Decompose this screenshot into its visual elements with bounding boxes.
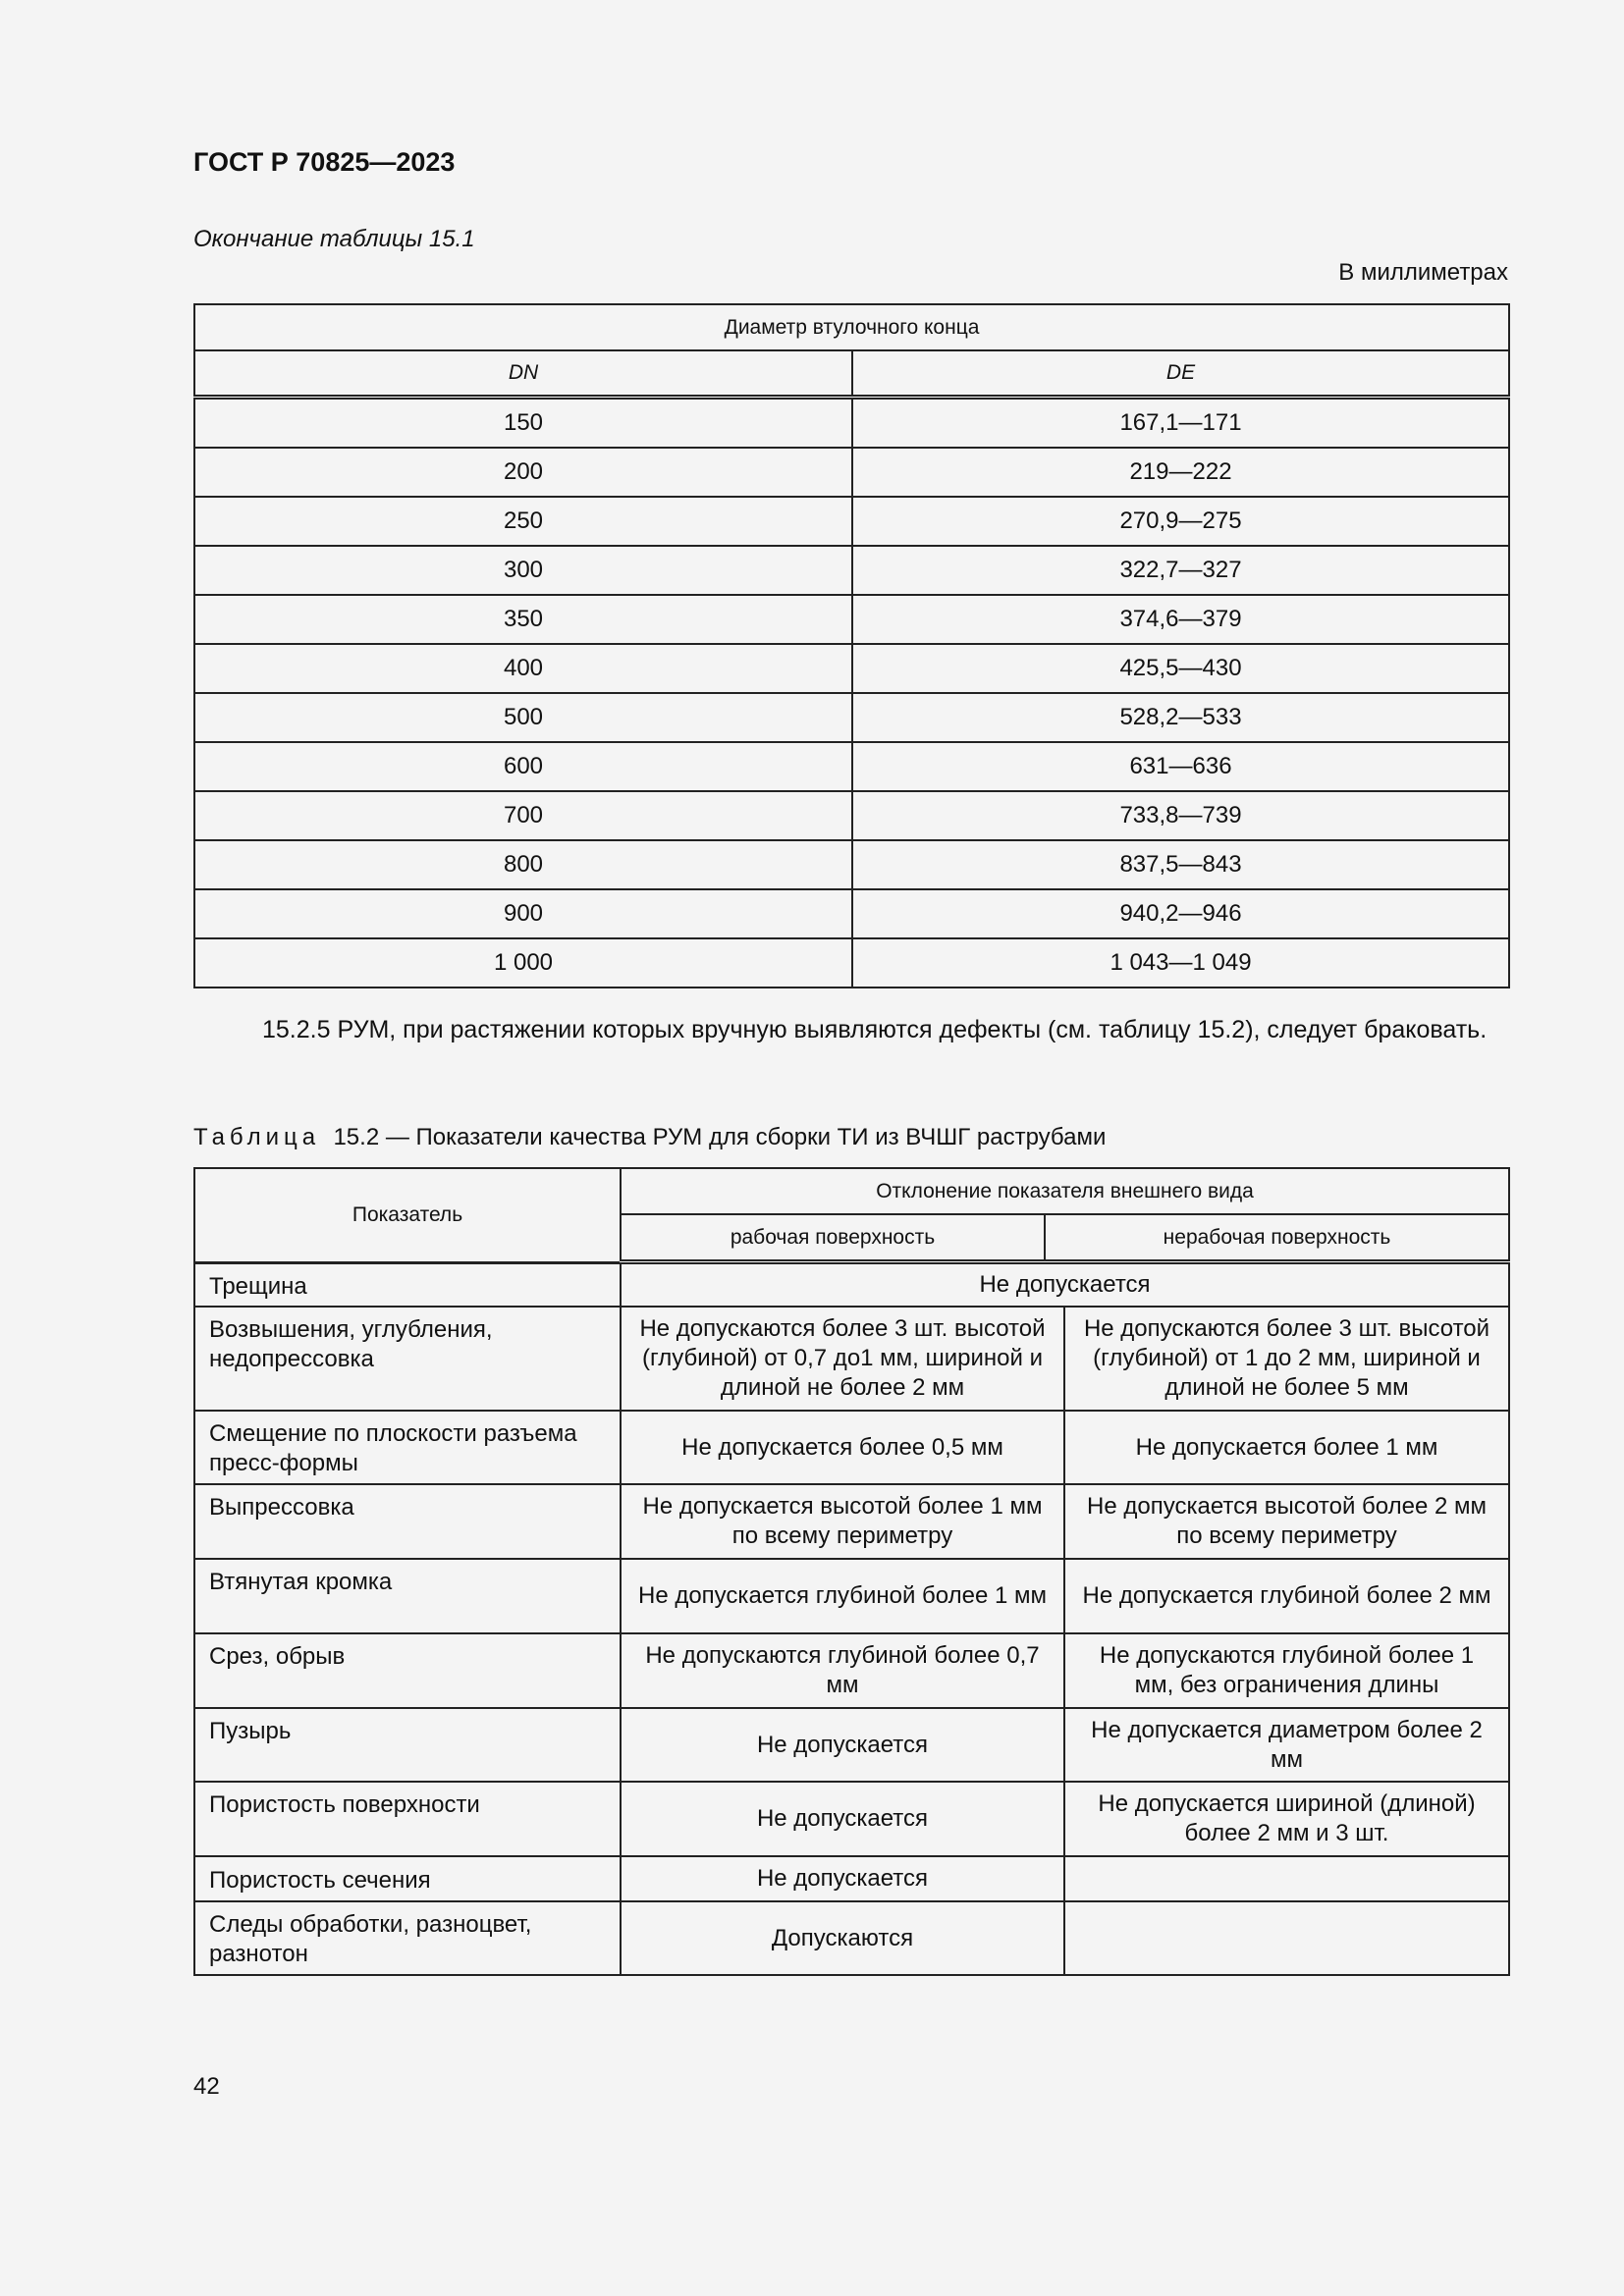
dn-cell: 350 [193,594,853,645]
working-surface-cell: Не допускаются более 3 шт. высотой (глуб… [620,1306,1065,1412]
table-row: 800 837,5—843 [193,839,1511,890]
column-header-indicator: Показатель [193,1167,622,1263]
table-row: 500 528,2—533 [193,692,1511,743]
table-row: Выпрессовка Не допускается высотой более … [193,1483,1511,1560]
dn-cell: 900 [193,888,853,939]
de-cell: 733,8—739 [850,790,1511,841]
table-caption: Таблица 15.2 — Показатели качества РУМ д… [193,1124,1106,1151]
dn-cell: 500 [193,692,853,743]
merged-value-cell: Не допускается [619,1262,1511,1308]
nonworking-surface-cell [1062,1900,1511,1976]
dn-cell: 250 [193,496,853,547]
table-row: Втянутая кромка Не допускается глубиной б… [193,1558,1511,1634]
de-cell: 631—636 [850,741,1511,792]
de-cell: 219—222 [850,447,1511,498]
dn-cell: 400 [193,643,853,694]
nonworking-surface-cell: Не допускается высотой более 2 мм по все… [1062,1483,1511,1560]
table-row: Возвышения, углубления, недопрессовка Не … [193,1306,1511,1412]
dn-cell: 600 [193,741,853,792]
indicator-cell: Следы обработки, разноцвет, разнотон [193,1900,622,1976]
indicator-cell: Втянутая кромка [193,1558,622,1634]
working-surface-cell: Не допускается более 0,5 мм [620,1410,1065,1485]
indicator-cell: Трещина [193,1262,622,1308]
working-surface-cell: Не допускается глубиной более 1 мм [620,1558,1065,1634]
table-row: Пористость поверхности Не допускается Не д… [193,1781,1511,1857]
working-surface-cell: Не допускается [620,1707,1065,1783]
table-row: 600 631—636 [193,741,1511,792]
dn-cell: 300 [193,545,853,596]
document-header: ГОСТ Р 70825—2023 [193,147,456,177]
column-header-working: рабочая поверхность [620,1213,1046,1264]
working-surface-cell: Не допускаются глубиной более 0,7 мм [620,1632,1065,1709]
indicator-cell: Пористость поверхности [193,1781,622,1857]
page-number: 42 [193,2073,220,2100]
indicator-cell: Выпрессовка [193,1483,622,1560]
column-group-header: Отклонение показателя внешнего вида [620,1167,1510,1215]
table-row: 150 167,1—171 [193,396,1511,449]
nonworking-surface-cell [1062,1855,1511,1902]
de-cell: 837,5—843 [850,839,1511,890]
table-row: Трещина Не допускается [193,1262,1511,1308]
de-cell: 1 043—1 049 [850,937,1511,988]
nonworking-surface-cell: Не допускается более 1 мм [1062,1410,1511,1485]
dn-cell: 150 [193,396,853,449]
column-header-nonworking: нерабочая поверхность [1044,1213,1510,1264]
de-cell: 425,5—430 [850,643,1511,694]
diameter-table: Диаметр втулочного конца DN DE 150 167,1—… [192,303,1511,988]
table-row: Смещение по плоскости разъема пресс-форм… [193,1410,1511,1485]
indicator-cell: Возвышения, углубления, недопрессовка [193,1306,622,1412]
nonworking-surface-cell: Не допускаются глубиной более 1 мм, без … [1062,1632,1511,1709]
caption-prefix: Таблица [193,1124,321,1150]
table-row: 200 219—222 [193,447,1511,498]
de-cell: 167,1—171 [850,396,1511,449]
caption-text: 15.2 — Показатели качества РУМ для сборк… [333,1124,1107,1150]
table-row: 900 940,2—946 [193,888,1511,939]
indicator-cell: Пузырь [193,1707,622,1783]
quality-table-header: Показатель Отклонение показателя внешнег… [193,1167,1510,1264]
table-row: 700 733,8—739 [193,790,1511,841]
indicator-cell: Срез, обрыв [193,1632,622,1709]
de-cell: 940,2—946 [850,888,1511,939]
indicator-cell: Смещение по плоскости разъема пресс-форм… [193,1410,622,1485]
quality-table: Трещина Не допускается Возвышения, углубле… [193,1262,1511,1976]
table-row: 400 425,5—430 [193,643,1511,694]
working-surface-cell: Допускаются [620,1900,1065,1976]
dn-cell: 1 000 [193,937,853,988]
nonworking-surface-cell: Не допускается диаметром более 2 мм [1062,1707,1511,1783]
column-header-de: DE [850,349,1511,400]
indicator-cell: Пористость сечения [193,1855,622,1902]
nonworking-surface-cell: Не допускается глубиной более 2 мм [1062,1558,1511,1634]
de-cell: 374,6—379 [850,594,1511,645]
table-row: 350 374,6—379 [193,594,1511,645]
paragraph-15-2-5: 15.2.5 РУМ, при растяжении которых вручн… [262,1016,1488,1043]
de-cell: 528,2—533 [850,692,1511,743]
table-row: 300 322,7—327 [193,545,1511,596]
units-label: В миллиметрах [1338,259,1508,286]
working-surface-cell: Не допускается высотой более 1 мм по все… [620,1483,1065,1560]
table-row: Следы обработки, разноцвет, разнотон Допу… [193,1900,1511,1976]
table-row: 1 000 1 043—1 049 [193,937,1511,988]
table-continuation-label: Окончание таблицы 15.1 [193,226,475,252]
working-surface-cell: Не допускается [620,1781,1065,1857]
table-row: Пористость сечения Не допускается [193,1855,1511,1902]
column-header-dn: DN [193,349,853,400]
table-row: 250 270,9—275 [193,496,1511,547]
table-row: Срез, обрыв Не допускаются глубиной более… [193,1632,1511,1709]
table-row: Пузырь Не допускается Не допускается диаме… [193,1707,1511,1783]
dn-cell: 800 [193,839,853,890]
nonworking-surface-cell: Не допускаются более 3 шт. высотой (глуб… [1062,1306,1511,1412]
dn-cell: 700 [193,790,853,841]
nonworking-surface-cell: Не допускается шириной (длиной) более 2 … [1062,1781,1511,1857]
working-surface-cell: Не допускается [620,1855,1065,1902]
de-cell: 270,9—275 [850,496,1511,547]
de-cell: 322,7—327 [850,545,1511,596]
group-header: Диаметр втулочного конца [192,303,1511,351]
dn-cell: 200 [193,447,853,498]
